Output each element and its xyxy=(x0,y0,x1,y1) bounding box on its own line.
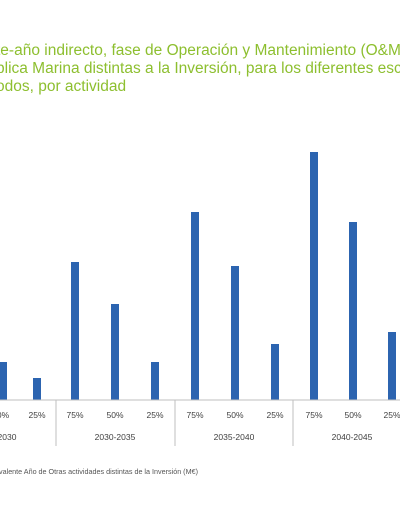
group-label: 2030-2035 xyxy=(95,432,136,442)
category-tick-label: 0% xyxy=(0,410,10,420)
bar xyxy=(231,266,239,400)
chart-footnote: valente Año de Otras actividades distint… xyxy=(0,467,198,476)
bar xyxy=(271,344,279,400)
category-tick-label: 75% xyxy=(66,410,83,420)
bar xyxy=(388,332,396,400)
category-tick-label: 50% xyxy=(226,410,243,420)
category-tick-label: 75% xyxy=(305,410,322,420)
category-tick-label: 25% xyxy=(28,410,45,420)
bar xyxy=(191,212,199,400)
title-line: odos, por actividad xyxy=(0,78,127,95)
title-line: te-año indirecto, fase de Operación y Ma… xyxy=(0,42,400,59)
bar xyxy=(111,304,119,400)
group-label: 2030 xyxy=(0,432,17,442)
bar xyxy=(33,378,41,400)
bar xyxy=(0,362,7,400)
title-line: blica Marina distintas a la Inversión, p… xyxy=(0,60,400,77)
group-label: 2035-2040 xyxy=(214,432,255,442)
bar xyxy=(71,262,79,400)
category-tick-label: 25% xyxy=(383,410,400,420)
chart-title: te-año indirecto, fase de Operación y Ma… xyxy=(0,42,400,96)
category-tick-label: 50% xyxy=(344,410,361,420)
group-label: 2040-2045 xyxy=(332,432,373,442)
bar xyxy=(349,222,357,400)
category-tick-label: 50% xyxy=(106,410,123,420)
bar xyxy=(151,362,159,400)
category-tick-label: 25% xyxy=(146,410,163,420)
bar xyxy=(310,152,318,400)
category-tick-label: 25% xyxy=(266,410,283,420)
category-tick-label: 75% xyxy=(186,410,203,420)
